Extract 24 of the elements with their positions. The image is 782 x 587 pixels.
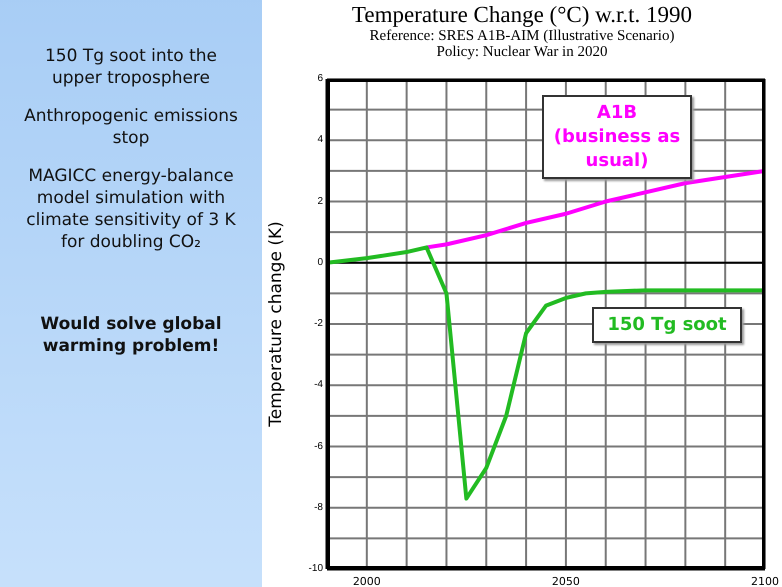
y-tick-label: -2	[314, 317, 323, 331]
y-tick-label: 0	[317, 256, 323, 270]
y-tick-label: -6	[314, 440, 323, 454]
series-label: A1B (business as usual)	[542, 95, 692, 179]
x-tick-label: 2050	[552, 574, 580, 587]
text: MAGICC energy-balance model simulation with climate sensitivity of 3 K for doubling CO₂	[25, 165, 237, 253]
y-tick-label: 2	[317, 194, 323, 208]
text: 150 Tg soot into the upper troposphere	[44, 45, 218, 89]
y-tick-label: 6	[317, 72, 323, 86]
chart-subtitle: Reference: SRES A1B-AIM (Illustrative Scenario)	[368, 28, 676, 44]
x-tick-label: 2000	[352, 574, 381, 587]
text: Would solve global warming problem!	[39, 313, 223, 357]
x-tick-label: 2100	[751, 574, 779, 587]
y-axis-title: Temperature change (K)	[266, 221, 286, 428]
series-label: 150 Tg soot	[592, 307, 742, 343]
y-tick-label: 4	[317, 133, 323, 148]
line-series	[424, 168, 765, 250]
line-series	[327, 245, 765, 501]
text: Anthropogenic emissions stop	[23, 105, 239, 149]
chart-title: Temperature Change (°C) w.r.t. 1990	[350, 2, 694, 28]
y-tick-label: -4	[314, 378, 323, 392]
text: Policy: Nuclear War in 2020	[436, 44, 608, 60]
y-tick-label: -8	[314, 500, 323, 515]
y-tick-label: -10	[308, 562, 323, 576]
